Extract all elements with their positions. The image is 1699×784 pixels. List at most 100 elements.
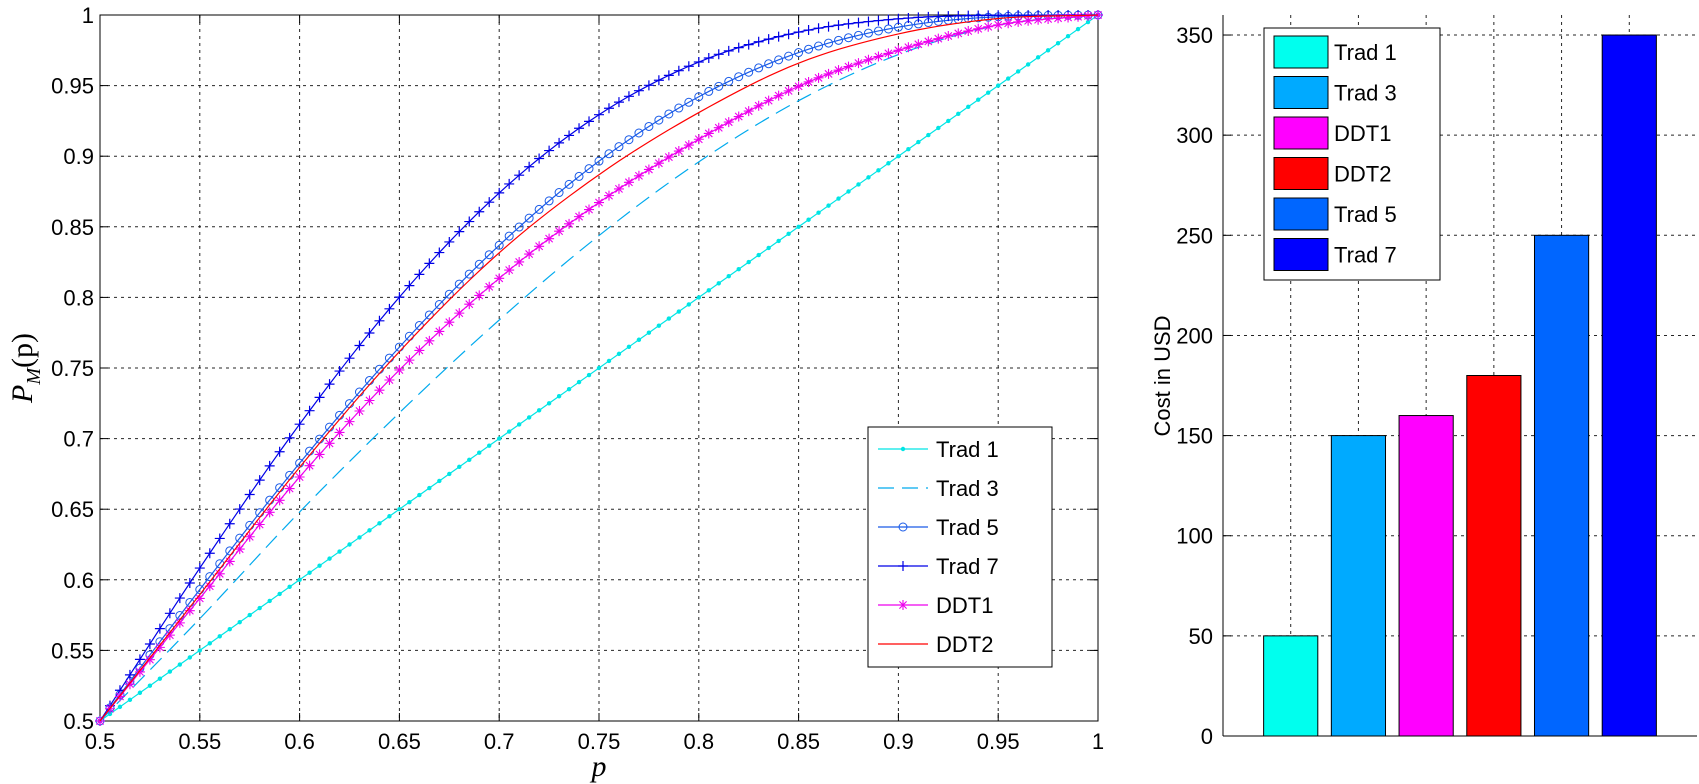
series-marker <box>863 16 874 27</box>
line-x-tick-label: 1 <box>1092 729 1104 754</box>
series-marker <box>584 204 595 215</box>
series-marker <box>876 168 881 173</box>
series-marker <box>833 65 844 76</box>
series-marker <box>796 224 801 229</box>
series-marker <box>674 103 684 113</box>
series-marker <box>524 161 535 172</box>
series-marker <box>824 38 834 48</box>
series-marker <box>294 419 305 430</box>
series-marker <box>704 86 714 96</box>
series-marker <box>653 158 664 169</box>
series-marker <box>354 405 365 416</box>
series-marker <box>656 323 662 328</box>
series-marker <box>124 669 135 680</box>
line-y-tick-label: 0.65 <box>51 497 94 522</box>
series-marker <box>494 240 504 250</box>
series-marker <box>267 598 272 604</box>
series-marker <box>873 26 883 36</box>
series-marker <box>424 335 435 346</box>
series-marker <box>733 111 744 122</box>
series-marker <box>524 213 534 223</box>
series-marker <box>863 54 874 65</box>
series-marker <box>1023 15 1034 26</box>
series-marker <box>574 211 585 222</box>
series-marker <box>584 164 594 174</box>
series-marker <box>576 379 582 385</box>
series-marker <box>107 711 113 717</box>
series-marker <box>434 300 444 310</box>
line-chart: 0.5 0.55 0.6 0.65 0.7 0.75 0.8 0.85 0.9 0.95 1 0.5… <box>6 3 1104 783</box>
line-x-tick-label: 0.9 <box>883 729 914 754</box>
series-marker <box>1043 13 1054 24</box>
line-series-ddt2 <box>99 14 1099 722</box>
bar-legend-label: Trad 5 <box>1334 202 1397 227</box>
series-marker <box>773 31 784 42</box>
series-marker <box>663 152 674 163</box>
bar-trad-7 <box>1601 34 1657 737</box>
series-marker <box>693 134 704 145</box>
line-series-group <box>95 10 1103 726</box>
series-marker <box>394 292 405 303</box>
series-marker <box>194 593 205 604</box>
series-marker <box>913 39 924 50</box>
line-legend-box <box>867 426 1053 668</box>
series-marker <box>933 11 944 22</box>
series-marker <box>407 499 412 505</box>
series-marker <box>843 61 854 72</box>
line-legend-item: DDT2 <box>878 632 993 657</box>
series-line <box>99 14 1099 722</box>
series-marker <box>626 344 632 350</box>
series-marker <box>683 140 694 151</box>
series-marker <box>374 385 385 396</box>
series-marker <box>224 556 235 567</box>
series-marker <box>524 249 535 260</box>
series-marker <box>606 358 612 364</box>
series-marker <box>896 154 901 159</box>
series-marker <box>973 10 984 21</box>
legend-swatch <box>1273 76 1329 109</box>
series-marker <box>237 619 242 625</box>
line-legend-label: DDT1 <box>936 593 993 618</box>
bar-y-tick-label: 0 <box>1201 724 1213 749</box>
line-x-tick-label: 0.8 <box>684 729 715 754</box>
series-marker <box>716 281 721 286</box>
series-marker <box>427 485 432 491</box>
line-legend-item: Trad 3 <box>878 476 999 501</box>
bar-y-tick-label: 200 <box>1176 323 1213 348</box>
bar-trad-5 <box>1533 234 1590 737</box>
line-legend-item: Trad 1 <box>878 437 999 462</box>
legend-marker <box>898 522 908 532</box>
series-marker <box>204 581 215 592</box>
series-marker <box>454 308 465 319</box>
line-y-tick-label: 0.6 <box>63 568 94 593</box>
series-marker <box>504 265 515 276</box>
series-marker <box>853 58 864 69</box>
series-marker <box>474 206 485 217</box>
series-marker <box>906 146 911 152</box>
series-marker <box>484 250 494 260</box>
bar-legend-label: Trad 1 <box>1334 40 1397 65</box>
series-marker <box>444 289 454 299</box>
series-line <box>99 14 1099 722</box>
series-marker <box>614 142 624 152</box>
series-marker <box>494 187 505 198</box>
series-marker <box>214 568 225 579</box>
series-marker <box>844 33 853 43</box>
line-legend-label: Trad 3 <box>936 476 999 501</box>
series-marker <box>224 518 235 529</box>
bar-legend-label: DDT2 <box>1334 162 1391 187</box>
bar-y-tick-label: 250 <box>1176 223 1213 248</box>
series-marker <box>314 392 325 403</box>
series-marker <box>457 464 462 470</box>
series-marker <box>724 76 734 86</box>
series-marker <box>913 12 924 23</box>
series-marker <box>823 21 834 32</box>
series-marker <box>1015 69 1021 74</box>
series-marker <box>484 197 495 208</box>
series-marker <box>417 492 422 498</box>
series-marker <box>387 514 392 519</box>
bar-legend-item: Trad 7 <box>1273 238 1397 271</box>
series-marker <box>873 51 884 62</box>
series-marker <box>893 45 904 56</box>
series-marker <box>377 521 382 526</box>
